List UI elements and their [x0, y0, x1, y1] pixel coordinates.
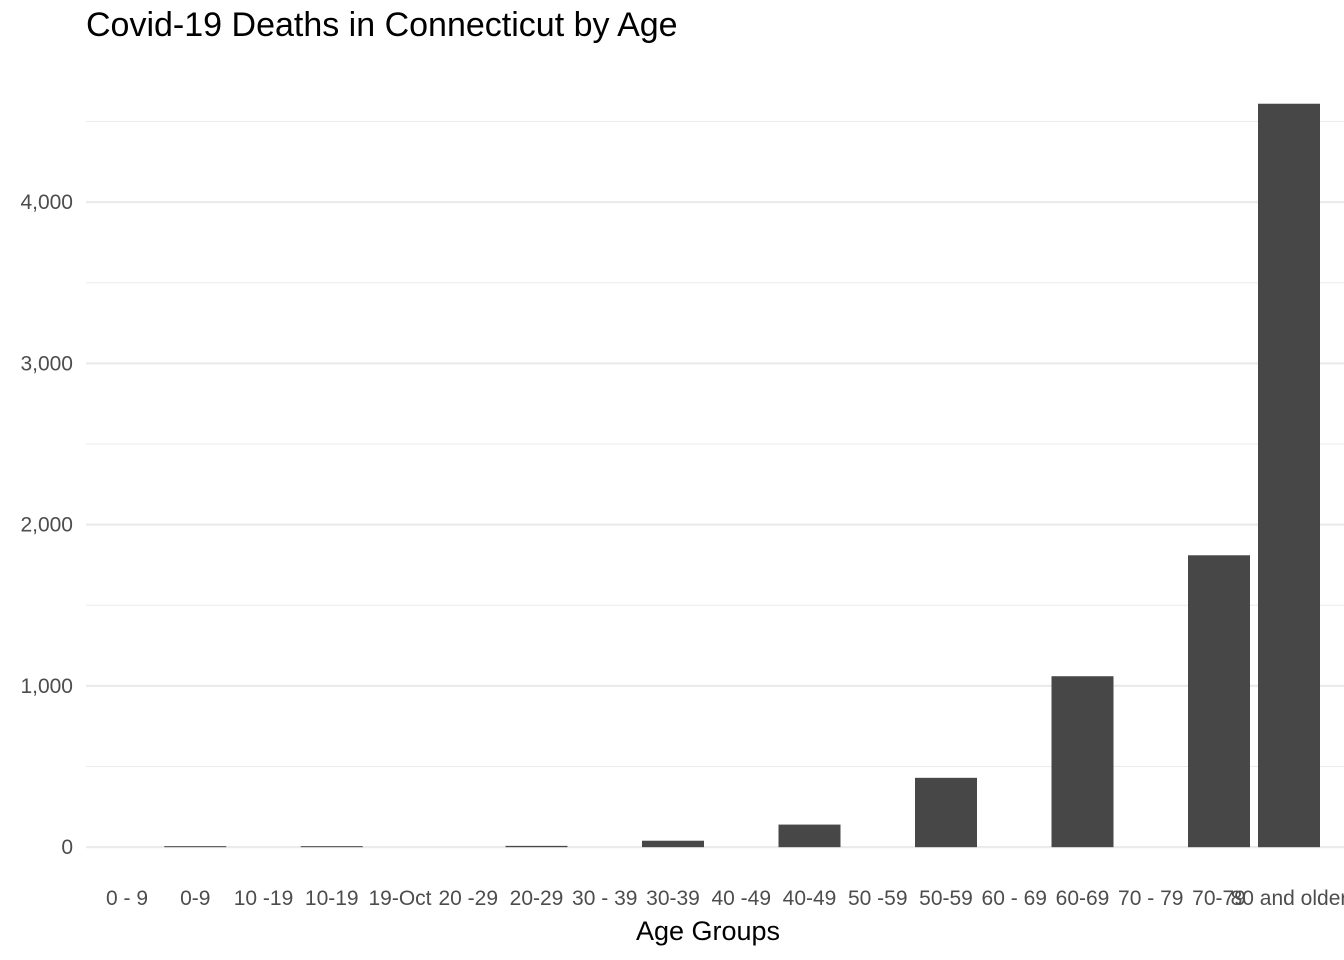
x-tick-label: 70-79 — [1192, 887, 1246, 910]
bar — [300, 846, 363, 848]
x-tick-label: 70 - 79 — [1118, 887, 1183, 910]
chart-title: Covid-19 Deaths in Connecticut by Age — [86, 6, 678, 44]
x-tick-label: 50-59 — [919, 887, 973, 910]
x-tick-label: 40 -49 — [711, 887, 771, 910]
bar — [1258, 103, 1320, 848]
x-tick-label: 50 -59 — [848, 887, 908, 910]
bars — [164, 103, 1320, 848]
x-tick-label: 40-49 — [783, 887, 837, 910]
x-tick-label: 60 - 69 — [982, 887, 1047, 910]
bar — [505, 845, 568, 848]
bar — [778, 824, 841, 848]
x-tick-label: 19-Oct — [368, 887, 431, 910]
y-axis-ticks: 0 1,000 2,000 3,000 4,000 — [20, 191, 73, 859]
x-tick-label: 10-19 — [305, 887, 359, 910]
y-tick-label: 0 — [61, 836, 73, 859]
bar — [1051, 676, 1114, 848]
x-tick-label: 0-9 — [180, 887, 210, 910]
x-tick-label: 20-29 — [510, 887, 564, 910]
x-tick-label: 30-39 — [646, 887, 700, 910]
bar — [642, 840, 704, 848]
y-tick-label: 3,000 — [20, 352, 73, 375]
x-axis-title: Age Groups — [636, 916, 780, 946]
y-tick-label: 2,000 — [20, 514, 73, 537]
y-tick-label: 1,000 — [20, 675, 73, 698]
x-tick-label: 30 - 39 — [572, 887, 637, 910]
x-tick-label: 10 -19 — [234, 887, 294, 910]
x-tick-label: 80 and older — [1231, 887, 1344, 910]
gridlines — [86, 120, 1344, 849]
y-tick-label: 4,000 — [20, 191, 73, 214]
x-axis-ticks: 0 - 9 0-9 10 -19 10-19 19-Oct 20 -29 20-29 30 -… — [106, 887, 1344, 910]
x-tick-label: 0 - 9 — [106, 887, 148, 910]
bar — [1188, 555, 1250, 848]
bar — [164, 846, 227, 848]
x-tick-label: 20 -29 — [438, 887, 498, 910]
bar — [915, 777, 977, 848]
x-tick-label: 60-69 — [1056, 887, 1110, 910]
